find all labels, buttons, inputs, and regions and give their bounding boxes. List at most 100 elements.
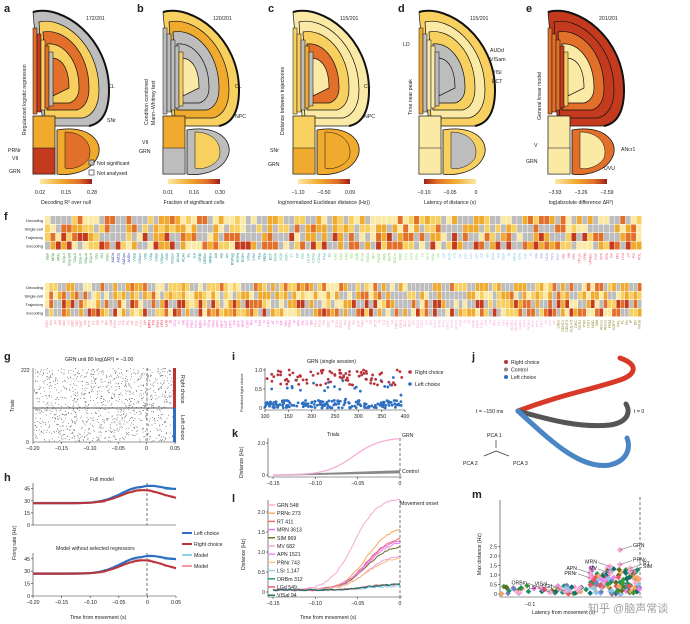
spike <box>150 436 151 438</box>
trial-point <box>338 387 342 391</box>
trial-point <box>287 405 291 409</box>
spike <box>43 401 45 403</box>
spike <box>93 373 95 375</box>
spike <box>88 404 90 405</box>
spike <box>140 390 142 391</box>
heatmap-cell <box>66 233 72 241</box>
heatmap-cell <box>552 283 557 291</box>
spike <box>158 435 159 437</box>
spike <box>92 440 94 442</box>
spike <box>105 431 107 433</box>
spike <box>147 392 148 394</box>
spike <box>82 385 83 386</box>
heatmap-cell <box>249 300 254 308</box>
spike <box>170 395 172 397</box>
spike <box>92 425 94 427</box>
heatmap-cell <box>403 283 407 291</box>
region-label: VPL <box>572 253 576 260</box>
region-label: VISrl <box>252 253 256 261</box>
trial-point <box>395 399 398 403</box>
heatmap-cell <box>300 216 306 224</box>
heatmap-cell <box>403 224 409 233</box>
heatmap-cell <box>82 241 88 250</box>
heatmap-cell <box>354 241 360 250</box>
heatmap-cell <box>473 216 479 224</box>
legend-label: PRNc 273 <box>277 511 301 517</box>
spike <box>123 438 124 439</box>
spike <box>92 389 93 391</box>
heatmap-cell <box>365 241 371 250</box>
heatmap-row-label: Encoding <box>26 311 43 316</box>
trial-point <box>338 368 342 372</box>
region-label: ECT <box>492 79 503 85</box>
spike <box>137 373 138 375</box>
trial-point <box>316 372 320 375</box>
heatmap-cell <box>614 216 620 224</box>
heatmap-cell <box>458 291 463 300</box>
spike <box>77 391 79 393</box>
region-label: FN <box>625 320 629 325</box>
spike <box>41 411 42 412</box>
heatmap-cell <box>560 300 565 308</box>
heatmap-cell <box>484 233 490 241</box>
spike <box>121 394 123 396</box>
spike <box>73 401 75 403</box>
heatmap-cell <box>234 241 240 250</box>
spike <box>155 378 157 380</box>
heatmap-cell <box>505 291 510 300</box>
spike <box>119 373 121 375</box>
heatmap-cell <box>582 291 587 300</box>
heatmap-cell <box>468 241 474 250</box>
spike <box>68 372 69 374</box>
trial-point <box>355 370 359 373</box>
spike <box>54 384 56 386</box>
colorbar <box>424 179 476 184</box>
region-point <box>568 584 575 590</box>
spike <box>149 374 151 376</box>
heatmap-cell <box>348 233 354 241</box>
heatmap-cell <box>347 291 352 300</box>
trial-point <box>359 404 363 408</box>
spike <box>75 422 76 423</box>
region-label: LPO <box>160 320 164 327</box>
region-point <box>626 583 633 590</box>
legend-label: LSr 1,147 <box>277 569 300 575</box>
heatmap-cell <box>462 300 467 308</box>
trial-point <box>336 400 340 403</box>
heatmap-cell <box>360 308 365 317</box>
spike <box>162 375 163 376</box>
spike <box>165 420 167 422</box>
spike <box>166 431 167 433</box>
region-label: CL <box>235 84 242 90</box>
brain-region <box>170 39 176 111</box>
region-label: PBG <box>190 320 194 328</box>
spike <box>97 437 99 438</box>
heatmap-cell <box>160 291 164 300</box>
spike <box>147 377 149 379</box>
spike <box>34 389 36 390</box>
spike <box>111 415 113 417</box>
heatmap-cell <box>289 233 295 241</box>
heatmap-cell <box>180 241 186 250</box>
spike <box>103 399 105 400</box>
spike <box>154 398 156 400</box>
spike <box>112 368 114 370</box>
spike <box>117 383 119 385</box>
region-label: DCO <box>416 320 420 328</box>
heatmap-cell <box>473 241 479 250</box>
tick-label: −0.20 <box>26 446 39 452</box>
heatmap-cell <box>229 224 235 233</box>
heatmap-cell <box>556 300 561 308</box>
heatmap-cell <box>544 216 550 224</box>
spike <box>103 419 105 421</box>
spike <box>125 415 127 417</box>
heatmap-cell <box>232 283 237 291</box>
heatmap-cell <box>475 283 480 291</box>
spike <box>169 373 171 375</box>
spike <box>57 424 59 425</box>
heatmap-cell <box>543 300 548 308</box>
spike <box>119 394 121 395</box>
heatmap-cell <box>175 224 181 233</box>
spike <box>117 401 119 402</box>
point-label: MRN <box>585 559 597 565</box>
